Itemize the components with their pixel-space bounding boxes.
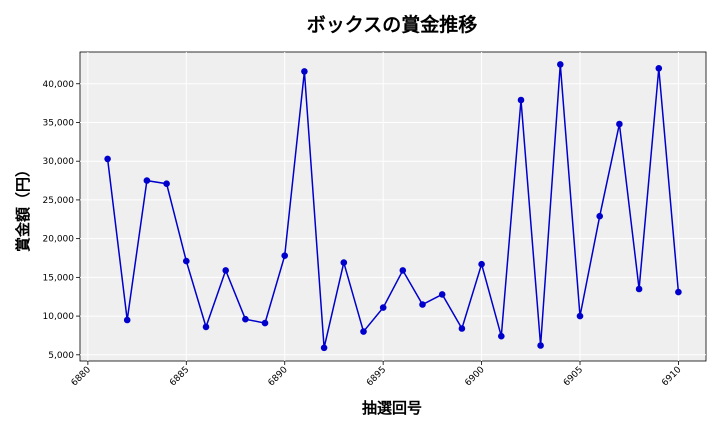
data-point [458, 325, 466, 332]
grid-lines [80, 52, 706, 361]
x-axis-ticks: 6880 6885 6890 6895 6900 6905 6910 [70, 361, 684, 388]
data-point [675, 288, 682, 296]
y-tick-label: 20,000 [43, 235, 75, 245]
data-point [261, 319, 269, 327]
y-tick-label: 15,000 [43, 273, 75, 283]
y-tick-label: 10,000 [43, 312, 75, 322]
data-point [419, 301, 426, 308]
chart-title: ボックスの賞金推移 [307, 13, 477, 36]
data-point [123, 316, 131, 324]
data-point [517, 96, 525, 104]
data-point [399, 267, 407, 274]
data-point [222, 267, 229, 274]
x-tick-label: 6900 [463, 365, 486, 388]
x-tick-label: 6890 [267, 365, 290, 388]
data-point [281, 252, 289, 259]
x-tick-label: 6880 [70, 365, 93, 388]
y-tick-label: 30,000 [43, 157, 75, 167]
data-point [379, 304, 387, 311]
x-tick-label: 6895 [365, 365, 388, 388]
data-point [498, 332, 505, 340]
x-axis-title: 抽選回号 [362, 399, 422, 417]
data-point [438, 291, 446, 298]
plot-area [79, 51, 707, 362]
data-point [163, 180, 170, 187]
y-tick-label: 25,000 [43, 196, 75, 206]
y-tick-label: 5,000 [48, 351, 74, 361]
data-point [616, 120, 623, 128]
data-point [183, 257, 190, 265]
x-tick-label: 6910 [660, 365, 683, 388]
data-point [301, 68, 308, 75]
data-point [360, 328, 367, 335]
series-line [106, 64, 680, 348]
data-point [104, 155, 111, 163]
data-point [143, 177, 151, 184]
data-point [202, 323, 210, 331]
y-axis-title: 賞金額（円） [14, 162, 32, 252]
y-tick-label: 35,000 [43, 118, 75, 128]
data-point [242, 315, 249, 323]
data-points [104, 61, 682, 352]
x-tick-label: 6885 [168, 365, 191, 388]
y-tick-label: 40,000 [43, 80, 75, 90]
data-point [320, 344, 328, 352]
y-axis-ticks: 5,000 10,000 15,000 20,000 25,000 30,000 35,00… [43, 80, 80, 361]
data-point [340, 259, 348, 266]
data-point [655, 65, 663, 72]
data-point [537, 342, 544, 349]
data-point [576, 312, 584, 320]
data-point [635, 285, 643, 293]
data-point [557, 61, 564, 68]
data-point [596, 212, 603, 220]
data-point [478, 260, 485, 268]
x-tick-label: 6905 [562, 365, 585, 388]
